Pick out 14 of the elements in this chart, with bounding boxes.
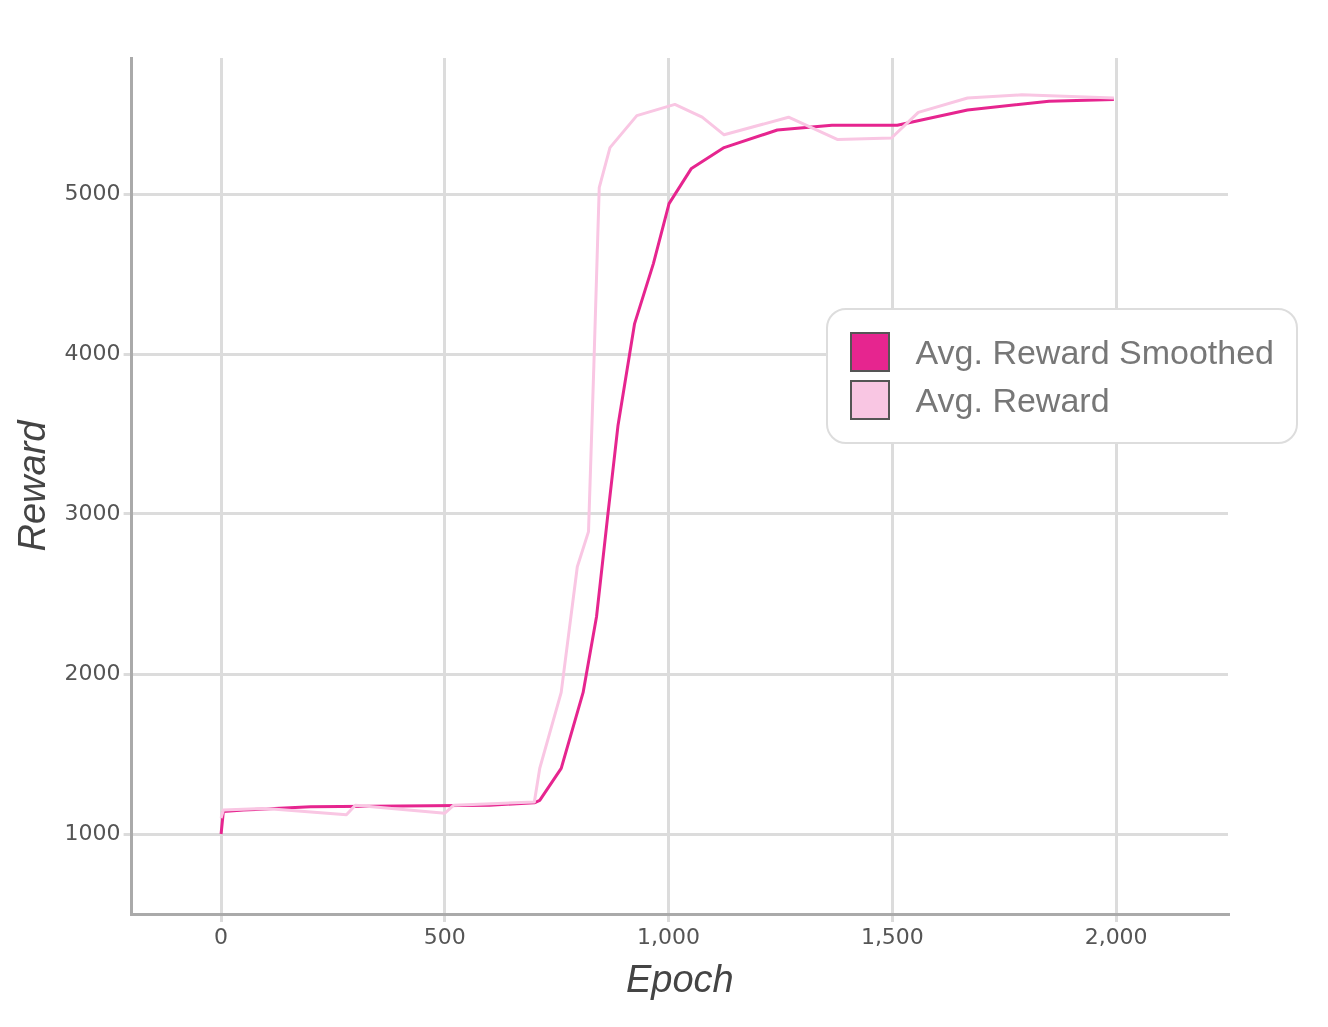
legend-label: Avg. Reward [915, 380, 1110, 420]
x-tick-label: 2,000 [1084, 923, 1148, 949]
x-tick-label: 1,500 [860, 923, 924, 949]
y-tick-label: 4000 [64, 339, 121, 365]
legend-label: Avg. Reward Smoothed [915, 332, 1274, 372]
x-tick-label: 0 [214, 923, 229, 949]
y-axis-title: Reward [11, 418, 54, 552]
y-tick-label: 2000 [64, 659, 121, 685]
y-tick-label: 5000 [64, 179, 121, 205]
x-axis-title: Epoch [625, 957, 734, 1000]
y-tick-label: 3000 [64, 499, 121, 525]
y-tick-label: 1000 [64, 819, 121, 845]
x-tick-label: 1,000 [637, 923, 701, 949]
x-tick-label: 500 [423, 923, 466, 949]
